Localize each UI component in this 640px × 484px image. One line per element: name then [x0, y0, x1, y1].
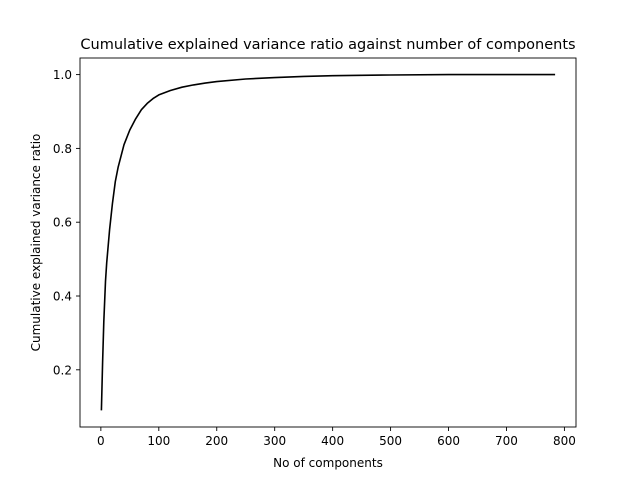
x-axis-label: No of components — [273, 456, 383, 470]
series-line — [100, 73, 556, 411]
series-layer — [100, 73, 556, 411]
y-tick-label: 1.0 — [53, 68, 72, 82]
y-axis: 0.2 0.4 0.6 0.8 1.0 — [53, 68, 80, 377]
x-tick-label: 100 — [147, 434, 170, 448]
plot-frame — [79, 57, 577, 428]
x-tick-label: 400 — [321, 434, 344, 448]
x-tick-label: 800 — [553, 434, 576, 448]
x-axis: 0 100 200 300 400 500 600 700 800 — [97, 427, 576, 448]
x-tick-label: 200 — [205, 434, 228, 448]
y-tick-label: 0.4 — [53, 290, 72, 304]
chart-title: Cumulative explained variance ratio agai… — [80, 37, 575, 53]
y-axis-label: Cumulative explained variance ratio — [29, 134, 43, 352]
x-tick-label: 500 — [379, 434, 402, 448]
y-tick-label: 0.8 — [53, 142, 72, 156]
x-tick-label: 300 — [263, 434, 286, 448]
x-tick-label: 700 — [495, 434, 518, 448]
plot-area — [79, 57, 577, 428]
y-tick-label: 0.6 — [53, 216, 72, 230]
x-tick-label: 0 — [97, 434, 105, 448]
y-tick-label: 0.2 — [53, 363, 72, 377]
x-tick-label: 600 — [437, 434, 460, 448]
